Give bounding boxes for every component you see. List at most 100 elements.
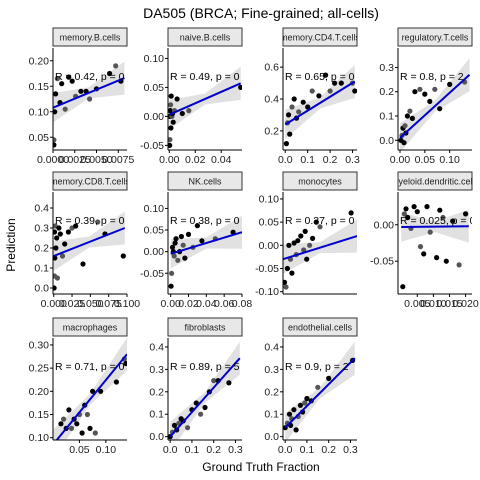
- data-point: [173, 236, 179, 242]
- data-point: [178, 233, 184, 240]
- y-tick-label: 0.2: [264, 125, 279, 137]
- data-point: [400, 284, 406, 290]
- data-point: [450, 218, 456, 224]
- x-tick-label: 0.0050: [80, 154, 112, 166]
- y-tick-label: 0.10: [29, 106, 50, 118]
- data-point: [194, 223, 200, 229]
- x-tick-label: 0.00: [160, 298, 181, 310]
- data-point: [317, 224, 323, 230]
- data-point: [179, 110, 185, 117]
- x-tick-label: 0.05: [415, 154, 436, 166]
- data-point: [417, 86, 423, 92]
- confidence-band: [285, 341, 355, 440]
- data-point: [92, 430, 98, 436]
- data-point: [401, 211, 407, 217]
- x-tick-label: 0.10: [96, 444, 117, 456]
- data-point: [411, 204, 417, 210]
- x-tick-label: 0.1: [185, 444, 200, 456]
- facet-panel: monocytes R = 0.37, p = 0 -0.10 -0.05 0.00 0.…: [255, 171, 358, 298]
- correlation-annotation: R = 0.8, p = 2: [400, 71, 464, 83]
- data-point: [289, 270, 295, 276]
- y-tick-label: 0.1: [379, 111, 394, 123]
- x-tick-label: 0.0: [163, 444, 178, 456]
- data-point: [113, 379, 119, 385]
- data-point: [304, 256, 310, 262]
- data-point: [291, 96, 297, 102]
- data-point: [304, 395, 310, 402]
- x-tick-label: 0.000: [41, 298, 67, 310]
- data-point: [286, 411, 293, 417]
- data-point: [422, 91, 428, 97]
- data-point: [427, 229, 433, 235]
- data-point: [53, 245, 59, 251]
- data-point: [54, 76, 61, 82]
- data-point: [66, 74, 72, 80]
- correlation-annotation: R = 0.65, p = 0: [285, 71, 355, 83]
- data-point: [405, 214, 411, 221]
- x-tick-label: 0.3: [343, 444, 358, 456]
- y-tick-label: 0.1: [34, 263, 49, 275]
- y-tick-label: 0.10: [259, 193, 280, 205]
- facet-strip: [52, 171, 128, 191]
- data-point: [53, 285, 57, 291]
- data-point: [98, 388, 104, 394]
- data-point: [424, 204, 430, 210]
- correlation-annotation: R = 0.42, p = 0: [55, 71, 125, 83]
- x-axis-label: Ground Truth Fraction: [202, 460, 319, 474]
- x-tick-label: 0.00: [159, 154, 180, 166]
- y-tick-label: 0.05: [259, 217, 280, 229]
- facet-title: endothelial.cells: [288, 323, 353, 333]
- facet-strip: [397, 171, 473, 191]
- y-tick-label: 0.3: [149, 364, 164, 376]
- data-point: [302, 228, 308, 234]
- y-tick-label: 0.15: [29, 81, 50, 93]
- data-point: [296, 109, 302, 115]
- data-point: [404, 113, 410, 119]
- facet-strip: [397, 27, 473, 47]
- y-tick-label: 0.4: [264, 341, 279, 353]
- correlation-annotation: R = 0.89, p = 5: [170, 361, 240, 373]
- y-tick-label: 0.05: [144, 225, 165, 237]
- data-point: [57, 231, 63, 237]
- y-tick-label: 0.0: [379, 135, 394, 147]
- facet-panel: fibroblasts R = 0.89, p = 5 0.0 0.1 0.2 0.3 0.…: [149, 317, 243, 456]
- data-point: [66, 407, 72, 413]
- x-tick-label: 0.020: [452, 298, 478, 310]
- x-tick-label: 0.02: [185, 154, 206, 166]
- data-point: [65, 229, 71, 235]
- data-point: [73, 223, 79, 229]
- data-point: [287, 131, 293, 137]
- y-tick-label: 0.30: [29, 339, 50, 351]
- y-tick-label: 0.2: [379, 86, 394, 98]
- data-point: [421, 251, 427, 257]
- data-point: [198, 411, 204, 417]
- y-tick-label: 0.0: [264, 431, 279, 443]
- data-point: [174, 96, 180, 102]
- data-point: [168, 142, 173, 148]
- x-tick-label: 0.0025: [59, 154, 91, 166]
- facet-strip: [167, 27, 243, 47]
- correlation-annotation: R = 0.38, p = 0: [170, 215, 240, 227]
- x-tick-label: 0.05: [69, 444, 90, 456]
- x-tick-label: 0.100: [114, 298, 140, 310]
- facet-panel: memory.B.cells R = 0.42, p = 0 0.05 0.10 0.1…: [29, 27, 135, 166]
- data-point: [123, 360, 127, 367]
- data-point: [59, 81, 65, 87]
- data-point: [300, 99, 306, 105]
- data-point: [62, 106, 68, 112]
- regression-line: [55, 353, 127, 440]
- data-point: [53, 229, 58, 235]
- x-tick-label: 0.3: [345, 154, 360, 166]
- y-tick-label: 0.1: [149, 409, 164, 421]
- data-point: [54, 235, 60, 241]
- y-tick-label: -0.05: [255, 263, 279, 275]
- data-point: [87, 96, 93, 102]
- y-tick-label: 0.00: [144, 111, 165, 123]
- facet-title: regulatory.T.cells: [402, 33, 469, 43]
- x-tick-label: 0.1: [300, 154, 315, 166]
- x-tick-label: 0.04: [196, 298, 217, 310]
- y-tick-label: 0.4: [149, 341, 164, 353]
- data-point: [78, 88, 84, 94]
- x-tick-label: 0.10: [439, 154, 460, 166]
- confidence-band: [400, 58, 470, 150]
